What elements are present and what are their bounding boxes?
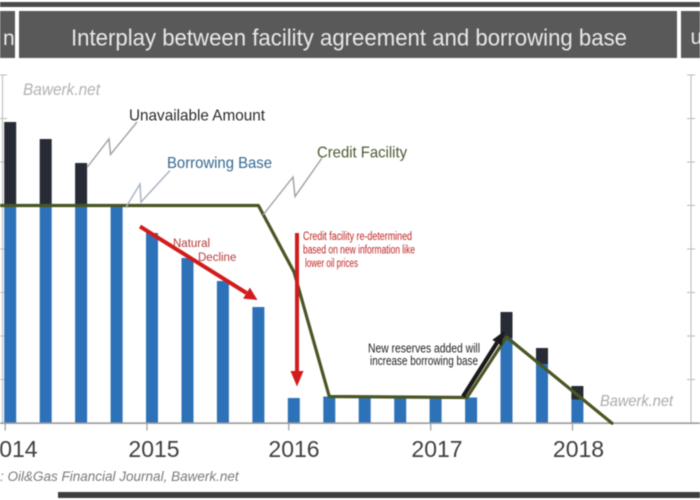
svg-text:2015: 2015 [128,436,179,462]
svg-text:Interplay between facility agr: Interplay between facility agreement and… [71,25,627,51]
svg-text:Credit facility re-determined: Credit facility re-determined [303,231,412,243]
svg-text:u: u [691,26,700,49]
svg-text:Bawerk.net: Bawerk.net [600,393,673,410]
svg-text:2018: 2018 [553,436,604,462]
svg-text:2016: 2016 [268,436,319,462]
svg-text:Bawerk.net: Bawerk.net [23,80,101,99]
svg-text:lower oil prices: lower oil prices [305,258,358,270]
svg-text:2014: 2014 [0,436,38,462]
svg-text:Borrowing Base: Borrowing Base [167,155,272,172]
svg-text:Unavailable Amount: Unavailable Amount [129,108,266,125]
svg-text:2017: 2017 [411,436,462,462]
svg-text:Decline: Decline [198,252,236,264]
svg-text:Credit Facility: Credit Facility [317,145,407,162]
svg-text:based on new information like: based on new information like [303,245,415,257]
svg-text:n: n [3,27,15,50]
svg-text:increase borrowing base: increase borrowing base [370,354,478,368]
svg-text:Natural: Natural [173,238,210,250]
svg-text:: Oil&Gas Financial Journal, B: : Oil&Gas Financial Journal, Bawerk.net [0,469,240,484]
svg-text:New reserves added will: New reserves added will [368,341,480,355]
